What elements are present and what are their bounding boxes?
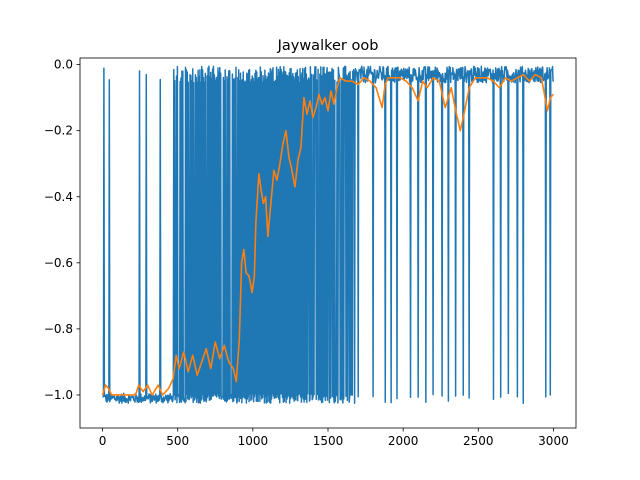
x-tick-label: 500 xyxy=(166,434,189,448)
axes-group: 0 500 1000 1500 2000 2500 3000 −1.0 −0.8 −0.6 −0.4… xyxy=(44,57,577,448)
x-tick-label: 2000 xyxy=(388,434,419,448)
x-tick-label: 2500 xyxy=(463,434,494,448)
series-raw-group xyxy=(102,65,555,404)
y-tick-label: −1.0 xyxy=(44,388,73,402)
chart-title: Jaywalker oob xyxy=(277,38,379,54)
x-tick-label: 1500 xyxy=(313,434,344,448)
y-tick-label: −0.8 xyxy=(44,322,73,336)
x-tick-label: 3000 xyxy=(538,434,569,448)
series-mean-line xyxy=(101,73,555,396)
x-tick-label: 0 xyxy=(99,434,107,448)
y-tick-label: −0.6 xyxy=(44,256,73,270)
series-raw-line xyxy=(102,65,555,404)
x-tick-label: 1000 xyxy=(238,434,269,448)
y-tick-label: −0.4 xyxy=(44,190,73,204)
y-tick-label: −0.2 xyxy=(44,124,73,138)
y-tick-label: 0.0 xyxy=(54,58,73,72)
series-mean-group xyxy=(101,73,555,396)
